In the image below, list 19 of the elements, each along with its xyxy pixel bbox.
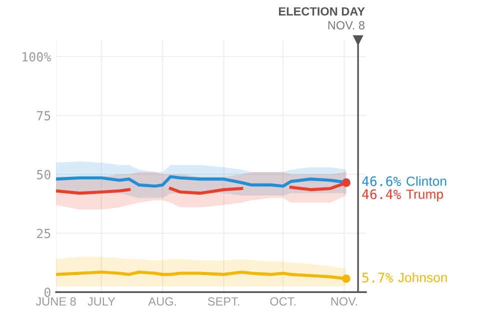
data-label: 46.6% [362,176,401,186]
x-tick-label: OCT. [270,297,296,306]
x-tick-label: NOV. [331,297,358,306]
x-tick-label: JUNE 8 [36,297,76,306]
x-tick-label: JULY [88,297,116,306]
y-tick-label: 75 [36,111,50,120]
x-tick-label: SEPT. [208,297,240,306]
y-tick-label: 100% [22,52,51,62]
text: NOV. 8 [328,21,364,30]
y-tick-label: 50 [37,170,50,180]
text: Clinton [406,176,446,186]
ref-line-label: ELECTION DAY [278,7,365,16]
text: Trump [406,190,444,202]
x-tick-label: AUG. [148,297,176,306]
y-tick-label: 25 [37,228,50,238]
data-label: 5.7% [362,272,394,283]
text: Johnson [398,272,447,282]
y-tick-label: 0 [44,288,50,298]
data-label: 46.4% [362,189,401,200]
